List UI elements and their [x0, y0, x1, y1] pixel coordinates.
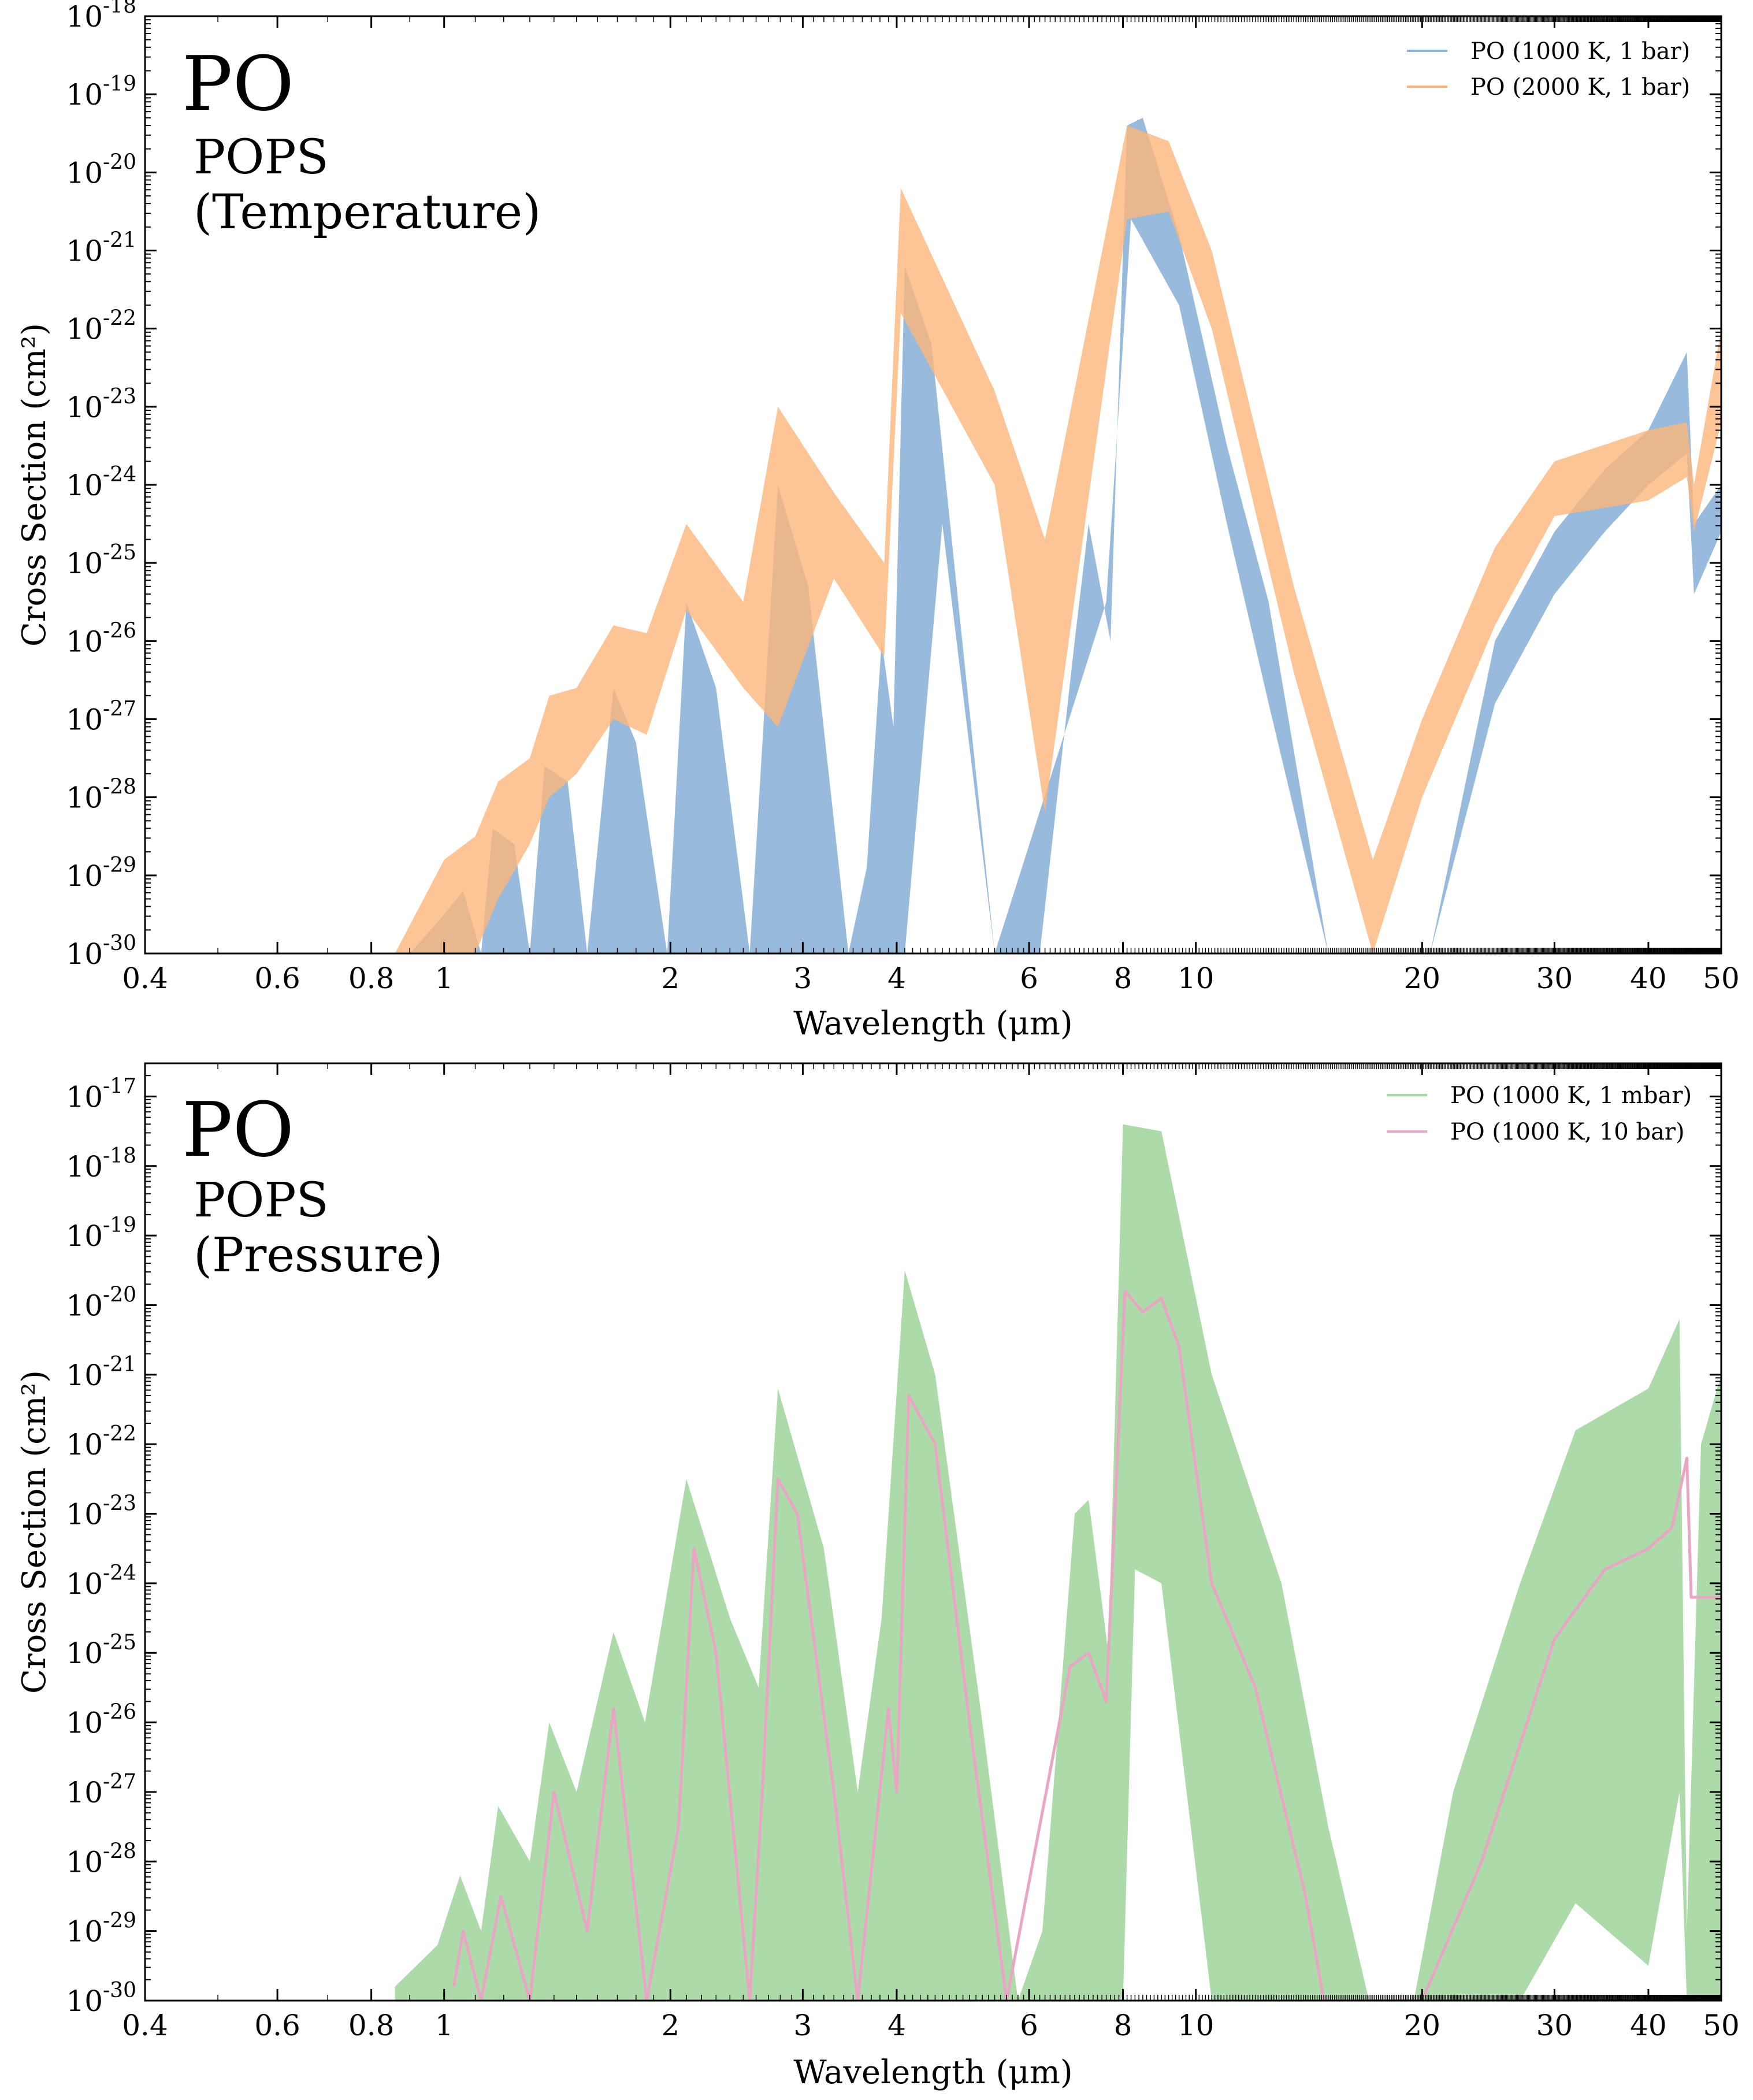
y-tick-label: 10-30	[66, 932, 136, 971]
x-tick-label: 1	[435, 2009, 454, 2042]
y-tick-label: 10-21	[66, 1353, 136, 1392]
x-tick-label: 30	[1536, 962, 1573, 995]
y-tick-label: 10-24	[66, 1561, 136, 1601]
series-band-po-1000-k-1-bar	[410, 117, 1721, 953]
molecule-label: PO	[182, 40, 294, 128]
x-tick-label: 3	[794, 962, 812, 995]
x-tick-label: 0.8	[348, 962, 395, 995]
y-tick-labels: 10-18 10-19 10-20 10-21 10-22 10-23 10-24 10-25…	[66, 0, 136, 971]
y-tick-label: 10-20	[66, 150, 136, 190]
x-tick-label: 0.8	[348, 2009, 395, 2042]
x-tick-label: 4	[887, 2009, 906, 2042]
series-band-po-1000-k-1-mbar	[395, 1124, 1721, 2001]
y-tick-label: 10-18	[66, 0, 136, 34]
y-tick-label: 10-29	[66, 854, 136, 893]
x-tick-label: 6	[1020, 962, 1038, 995]
legend: PO (1000 K, 1 bar) PO (2000 K, 1 bar)	[1407, 38, 1690, 101]
series-layer	[395, 1124, 1721, 2001]
x-tick-label: 30	[1536, 2009, 1573, 2042]
plot-border	[144, 1062, 1722, 2002]
y-tick-label: 10-26	[66, 619, 136, 658]
y-tick-label: 10-22	[66, 307, 136, 346]
legend-entry-2000k-1bar: PO (2000 K, 1 bar)	[1470, 74, 1690, 101]
axis-ticks	[144, 15, 1722, 955]
x-tick-label: 2	[661, 962, 679, 995]
y-tick-label: 10-28	[66, 1839, 136, 1879]
series-line-po-1000-k-10-bar	[452, 1289, 1721, 2001]
y-tick-label: 10-22	[66, 1422, 136, 1461]
x-tick-label: 8	[1114, 962, 1132, 995]
y-tick-label: 10-23	[66, 1492, 136, 1531]
series-po-1000-k-1-mbar	[395, 1124, 1721, 2001]
y-tick-label: 10-19	[66, 1214, 136, 1253]
chart-subtitle: (Temperature)	[194, 185, 541, 240]
y-tick-label: 10-20	[66, 1283, 136, 1322]
legend: PO (1000 K, 1 mbar) PO (1000 K, 10 bar)	[1387, 1082, 1692, 1145]
series-po-1000-k-10-bar	[452, 1289, 1721, 2001]
legend-entry-1000k-1mbar: PO (1000 K, 1 mbar)	[1450, 1082, 1692, 1109]
x-tick-label: 6	[1020, 2009, 1038, 2042]
x-tick-label: 2	[661, 2009, 679, 2042]
legend-entry-1000k-1bar: PO (1000 K, 1 bar)	[1470, 38, 1690, 65]
x-tick-label: 8	[1114, 2009, 1132, 2042]
series-layer	[395, 117, 1721, 953]
pressure-panel: 0.4 0.6 0.8 1 2 3 4 6 8 10 20 30 40 50 10-1710-1810-1…	[16, 1062, 1740, 2091]
y-axis-label: Cross Section (cm²)	[16, 323, 53, 647]
y-tick-label: 10-17	[66, 1074, 136, 1114]
x-tick-label: 50	[1703, 2009, 1740, 2042]
y-tick-label: 10-26	[66, 1701, 136, 1740]
y-tick-label: 10-24	[66, 463, 136, 502]
temperature-panel: 0.4 0.6 0.8 1 2 3 4 6 8 10 20 30 40 50 10-18 10-19 10-2…	[16, 0, 1740, 1042]
y-axis-label: Cross Section (cm²)	[16, 1370, 53, 1694]
x-tick-label: 50	[1703, 962, 1740, 995]
x-tick-label: 40	[1630, 2009, 1667, 2042]
y-tick-label: 10-30	[66, 1979, 136, 2018]
series-band-po-2000-k-1-bar	[395, 125, 1721, 953]
y-tick-label: 10-28	[66, 776, 136, 815]
plot-border	[144, 15, 1722, 955]
chart-subtitle: (Pressure)	[194, 1228, 443, 1283]
x-tick-label: 20	[1403, 2009, 1440, 2042]
x-tick-label: 10	[1178, 962, 1215, 995]
x-tick-label: 4	[887, 962, 906, 995]
x-tick-label: 0.6	[254, 2009, 300, 2042]
molecule-label: PO	[182, 1086, 294, 1174]
y-tick-label: 10-18	[66, 1144, 136, 1183]
y-tick-label: 10-23	[66, 385, 136, 424]
x-axis-label: Wavelength (μm)	[793, 2054, 1072, 2091]
x-tick-label: 20	[1403, 962, 1440, 995]
x-tick-label: 40	[1630, 962, 1667, 995]
x-tick-label: 0.4	[122, 2009, 168, 2042]
y-tick-label: 10-27	[66, 697, 136, 737]
series-po-1000-k-1-bar	[410, 117, 1721, 953]
x-tick-label: 0.6	[254, 962, 300, 995]
x-tick-label: 1	[435, 962, 454, 995]
y-tick-label: 10-27	[66, 1770, 136, 1809]
y-tick-label: 10-25	[66, 541, 136, 580]
chart-title: POPS	[194, 1173, 329, 1228]
y-tick-label: 10-29	[66, 1909, 136, 1949]
y-tick-labels: 10-17 10-18 10-19 10-20 10-21 10-22 10-23 10-24…	[66, 1074, 136, 2018]
y-tick-label: 10-19	[66, 72, 136, 112]
y-tick-label: 10-25	[66, 1631, 136, 1670]
x-tick-labels: 0.4 0.6 0.8 1 2 3 4 6 8 10 20 30 40 50	[122, 2009, 1740, 2042]
x-axis-label: Wavelength (μm)	[793, 1005, 1072, 1042]
x-tick-labels: 0.4 0.6 0.8 1 2 3 4 6 8 10 20 30 40 50	[122, 962, 1740, 995]
legend-entry-1000k-10bar: PO (1000 K, 10 bar)	[1450, 1119, 1685, 1145]
x-tick-label: 3	[794, 2009, 812, 2042]
axis-ticks	[144, 1063, 1722, 2002]
y-tick-label: 10-21	[66, 229, 136, 268]
series-po-2000-k-1-bar	[395, 125, 1721, 953]
x-tick-label: 10	[1178, 2009, 1215, 2042]
chart-title: POPS	[194, 130, 329, 185]
x-tick-label: 0.4	[122, 962, 168, 995]
